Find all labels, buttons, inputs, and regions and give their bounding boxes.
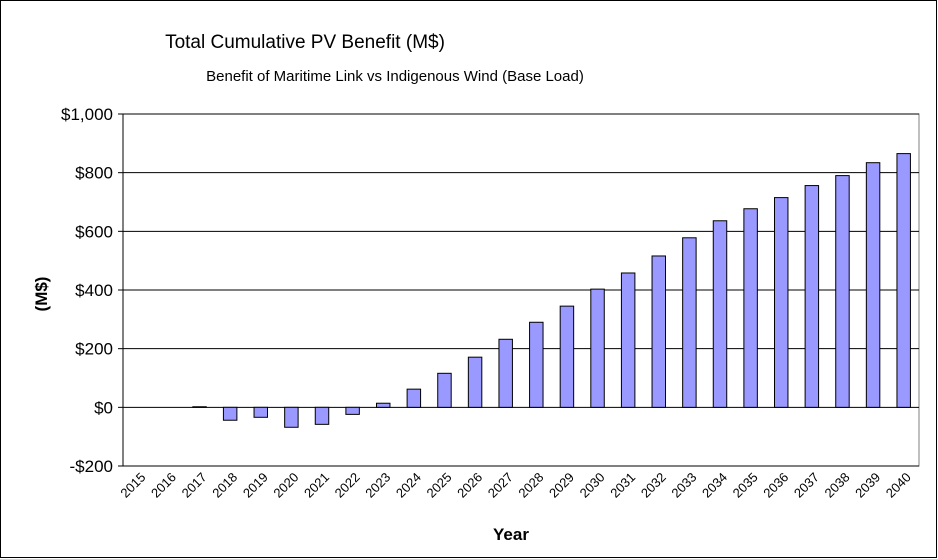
chart-title: Total Cumulative PV Benefit (M$) [165, 32, 445, 53]
y-axis-label: (M$) [32, 277, 51, 312]
bar [712, 220, 728, 408]
bar [590, 288, 605, 408]
bar [743, 208, 758, 408]
y-tick-label: $400 [75, 281, 113, 300]
chart-subtitle: Benefit of Maritime Link vs Indigenous W… [206, 68, 584, 85]
y-tick-label: $200 [75, 340, 113, 359]
bar [284, 406, 299, 428]
bar [345, 406, 360, 415]
bar [529, 321, 544, 408]
bar [773, 197, 789, 408]
y-tick-label: -$200 [70, 457, 113, 476]
bar [253, 406, 269, 418]
bar [222, 406, 238, 421]
bar [896, 153, 911, 408]
bar [559, 305, 575, 408]
bar [467, 356, 483, 408]
y-tick-label: $600 [75, 222, 113, 241]
bar [651, 255, 667, 408]
bar [835, 175, 850, 408]
bar [804, 185, 820, 408]
x-axis-label: Year [493, 525, 529, 544]
bar [682, 237, 697, 408]
bar [375, 402, 391, 408]
y-tick-label: $1,000 [61, 105, 113, 124]
bar [498, 338, 513, 408]
y-tick-label: $800 [75, 164, 113, 183]
bar [865, 162, 881, 408]
bar [620, 272, 636, 408]
bar [437, 372, 452, 408]
y-tick-label: $0 [94, 398, 113, 417]
bar [192, 406, 207, 408]
bar [406, 388, 422, 408]
bar [314, 406, 330, 425]
